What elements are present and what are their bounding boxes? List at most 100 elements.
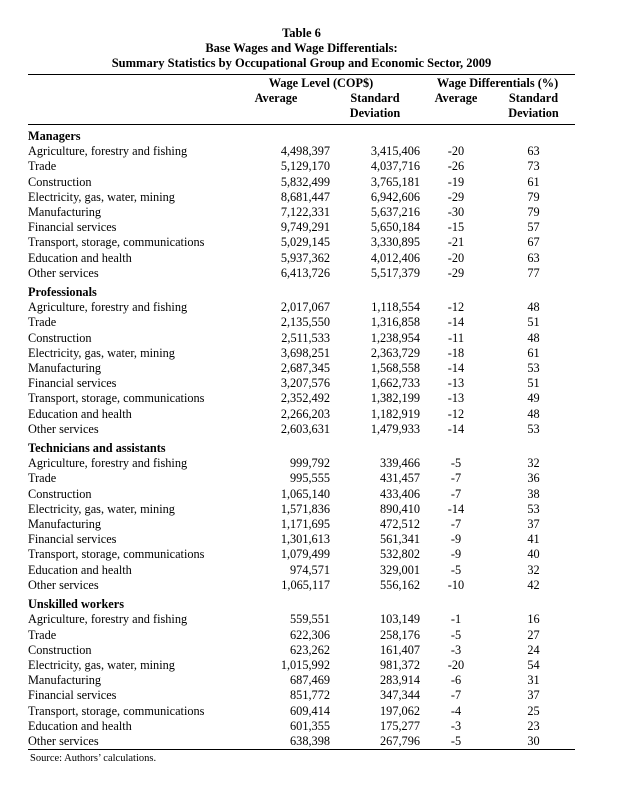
section-heading-row: Unskilled workers — [28, 597, 575, 612]
table-row: Construction 1,065,140 433,406 -7 38 — [28, 487, 575, 502]
table-row: Trade 2,135,550 1,316,858 -14 51 — [28, 315, 575, 330]
wage-average-cell: 638,398 — [290, 733, 330, 748]
diff-average-cell: -7 — [450, 486, 462, 501]
table-row: Financial services 1,301,613 561,341 -9 41 — [28, 532, 575, 547]
diff-average-cell: -5 — [450, 562, 462, 577]
diff-average-cell: -29 — [447, 265, 465, 280]
wage-standard-deviation-cell: 3,415,406 — [370, 144, 420, 159]
sector-cell: Financial services — [28, 220, 117, 235]
wage-standard-deviation-cell: 5,517,379 — [370, 265, 420, 280]
wage-standard-deviation-cell: 3,330,895 — [370, 235, 420, 250]
diff-average-cell: -12 — [447, 406, 465, 421]
wage-average-cell: 6,413,726 — [280, 265, 330, 280]
sector-cell: Manufacturing — [28, 361, 102, 376]
section-heading: Technicians and assistants — [28, 441, 166, 456]
diff-average-cell: -7 — [450, 471, 462, 486]
diff-average-cell: -21 — [447, 235, 465, 250]
sector-cell: Education and health — [28, 718, 132, 733]
section-heading-row: Professionals — [28, 285, 575, 300]
wage-average-cell: 2,603,631 — [280, 421, 330, 436]
empty-header-cell — [28, 91, 222, 125]
wage-average-cell: 5,129,170 — [280, 159, 330, 174]
wage-standard-deviation-cell: 1,238,954 — [370, 330, 420, 345]
diff-standard-deviation-cell: 16 — [527, 612, 540, 627]
wage-average-cell: 999,792 — [290, 456, 330, 471]
wage-average-cell: 2,017,067 — [280, 300, 330, 315]
sector-cell: Education and health — [28, 406, 132, 421]
table-row: Electricity, gas, water, mining 1,015,992… — [28, 658, 575, 673]
table-row: Education and health 2,266,203 1,182,919 -1… — [28, 407, 575, 422]
table-body: Managers Agriculture, forestry and fishin… — [28, 125, 575, 750]
wage-average-cell: 9,749,291 — [280, 220, 330, 235]
table-title: Base Wages and Wage Differentials: — [205, 41, 398, 55]
wage-average-cell: 2,135,550 — [280, 315, 330, 330]
diff-average-cell: -20 — [447, 144, 465, 159]
diff-standard-deviation-cell: 37 — [527, 517, 540, 532]
table-row: Manufacturing 687,469 283,914 -6 31 — [28, 673, 575, 688]
wage-average-cell: 601,355 — [290, 718, 330, 733]
diff-average-cell: -14 — [447, 315, 465, 330]
section-heading-row: Managers — [28, 125, 575, 145]
diff-average-cell: -14 — [447, 501, 465, 516]
wage-standard-deviation-cell: 197,062 — [380, 703, 420, 718]
wage-average-cell: 609,414 — [290, 703, 330, 718]
diff-average-cell: -9 — [450, 532, 462, 547]
table-row: Financial services 9,749,291 5,650,184 -15 5… — [28, 220, 575, 235]
table-number: Table 6 — [282, 26, 321, 40]
column-group-wage-differentials: Wage Differentials (%) — [436, 76, 559, 90]
sector-cell: Manufacturing — [28, 205, 102, 220]
diff-standard-deviation-cell: 53 — [527, 421, 540, 436]
diff-standard-deviation-cell: 48 — [527, 330, 540, 345]
table-row: Financial services 851,772 347,344 -7 37 — [28, 688, 575, 703]
table-row: Agriculture, forestry and fishing 999,792… — [28, 456, 575, 471]
sector-cell: Transport, storage, communications — [28, 703, 205, 718]
table-row: Construction 623,262 161,407 -3 24 — [28, 643, 575, 658]
sector-cell: Construction — [28, 642, 92, 657]
wage-average-cell: 622,306 — [290, 627, 330, 642]
diff-average-cell: -20 — [447, 250, 465, 265]
wage-average-cell: 974,571 — [290, 562, 330, 577]
diff-standard-deviation-cell: 61 — [527, 345, 540, 360]
wage-standard-deviation-cell: 1,479,933 — [370, 421, 420, 436]
diff-average-cell: -3 — [450, 718, 462, 733]
diff-standard-deviation-cell: 51 — [527, 376, 540, 391]
sector-cell: Trade — [28, 471, 57, 486]
wage-average-cell: 623,262 — [290, 642, 330, 657]
table-row: Transport, storage, communications 609,41… — [28, 704, 575, 719]
wage-standard-deviation-cell: 5,637,216 — [370, 205, 420, 220]
diff-standard-deviation-cell: 32 — [527, 562, 540, 577]
diff-average-cell: -7 — [450, 517, 462, 532]
table-row: Transport, storage, communications 2,352,… — [28, 391, 575, 406]
wage-standard-deviation-cell: 532,802 — [380, 547, 420, 562]
sector-cell: Construction — [28, 330, 92, 345]
table-row: Manufacturing 1,171,695 472,512 -7 37 — [28, 517, 575, 532]
sector-cell: Other services — [28, 265, 99, 280]
wage-standard-deviation-cell: 103,149 — [380, 612, 420, 627]
sector-cell: Manufacturing — [28, 517, 102, 532]
sector-cell: Construction — [28, 174, 92, 189]
table-row: Manufacturing 7,122,331 5,637,216 -30 79 — [28, 205, 575, 220]
wage-average-cell: 851,772 — [290, 688, 330, 703]
wage-standard-deviation-cell: 2,363,729 — [370, 345, 420, 360]
diff-standard-deviation-cell: 37 — [527, 688, 540, 703]
diff-standard-deviation-cell: 23 — [527, 718, 540, 733]
diff-average-cell: -14 — [447, 421, 465, 436]
sector-cell: Agriculture, forestry and fishing — [28, 612, 188, 627]
wage-standard-deviation-cell: 981,372 — [380, 657, 420, 672]
wage-standard-deviation-cell: 175,277 — [380, 718, 420, 733]
wage-average-cell: 3,207,576 — [280, 376, 330, 391]
sector-cell: Electricity, gas, water, mining — [28, 189, 175, 204]
column-header-wage-average: Average — [222, 91, 330, 125]
diff-standard-deviation-cell: 63 — [527, 144, 540, 159]
diff-standard-deviation-cell: 32 — [527, 456, 540, 471]
diff-average-cell: -15 — [447, 220, 465, 235]
column-header-diff-standard-deviation: Standard Deviation — [492, 91, 576, 125]
sector-cell: Financial services — [28, 376, 117, 391]
wage-average-cell: 4,498,397 — [280, 144, 330, 159]
table-row: Agriculture, forestry and fishing 2,017,0… — [28, 300, 575, 315]
diff-average-cell: -12 — [447, 300, 465, 315]
wage-average-cell: 1,065,140 — [280, 486, 330, 501]
diff-average-cell: -14 — [447, 361, 465, 376]
diff-standard-deviation-cell: 48 — [527, 300, 540, 315]
